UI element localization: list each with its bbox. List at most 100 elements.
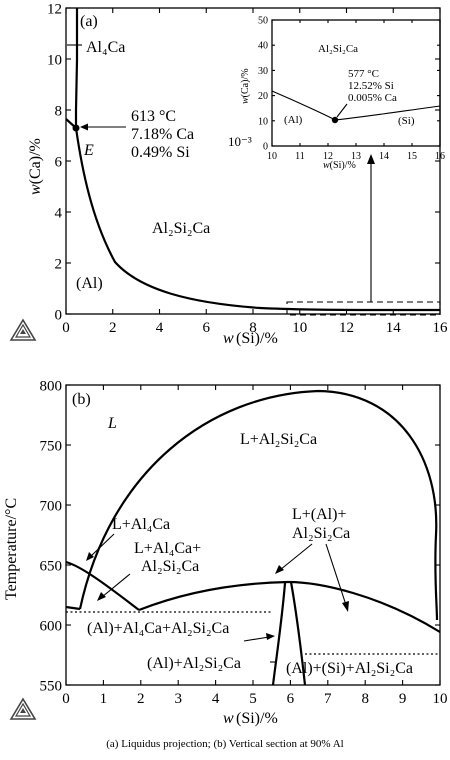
panel-a-y-ticks: 0 2 4 6 8 10 12 [47, 1, 440, 323]
panel-a-y-tick-label: 6 [55, 154, 63, 170]
inset-annot-leader [336, 103, 348, 118]
inset-ylabel: w(Ca)/% [240, 68, 251, 104]
region-l: L [107, 415, 117, 432]
label-point-e: E [83, 142, 94, 159]
inset-y-tick-label: 30 [258, 66, 268, 77]
region-l-al4ca-al2si2ca-1: L+Al₄Ca+ [134, 540, 201, 557]
panel-b-x-tick-label: 3 [174, 691, 182, 707]
panel-b-y-tick-label: 650 [40, 558, 63, 574]
liquidus-dome-curve [78, 389, 439, 621]
panel-b-x-tick-label: 6 [287, 691, 295, 707]
region-l-al4ca-al2si2ca-2: Al₂Si₂Ca [141, 558, 199, 575]
panel-a-tag: (a) [80, 13, 98, 30]
inset-ylabel-rest: (Ca)/% [240, 68, 251, 97]
inset-xlabel-var: w [323, 160, 330, 171]
al4ca-liquidus-curve [65, 560, 140, 611]
panel-a-y-tick-label: 10 [47, 52, 62, 68]
inset-label-al2si2ca: Al₂Si₂Ca [318, 43, 358, 55]
panel-a-ylabel-rest: (Ca)/% [27, 138, 44, 184]
panel-a-x-tick-label: 4 [156, 320, 164, 336]
region-al-si-al2si2ca: (Al)+(Si)+Al₂Si₂Ca [286, 660, 413, 677]
panel-a-xlabel-var: w [223, 330, 234, 347]
al-al2si2ca-boundary-curve [74, 127, 440, 312]
panel-a-y-tick-label: 2 [55, 256, 63, 272]
panel-b-x-tick-label: 10 [433, 691, 448, 707]
inset-x-tick-label: 16 [435, 151, 445, 162]
annot-arrowhead-a [80, 123, 88, 131]
annot-si-a: 0.49% Si [131, 144, 190, 161]
inset-y-tick-label: 10 [258, 116, 268, 127]
scale-note: 10⁻³ [228, 134, 252, 149]
panel-a-xlabel-rest: (Si)/% [236, 330, 278, 347]
inset-eutectic-point [331, 116, 339, 124]
panel-b-y-tick-label: 600 [40, 618, 63, 634]
panel-a-ylabel-var: w [27, 184, 44, 195]
region-al-al4ca-al2si2ca: (Al)+Al₄Ca+Al₂Si₂Ca [87, 620, 229, 637]
zoom-region-box [286, 301, 441, 316]
annot-temp-a: 613 °C [131, 108, 176, 125]
panel-b-x-tick-label: 4 [212, 691, 220, 707]
panel-a-x-tick-label: 8 [249, 320, 257, 336]
panel-b-y-tick-label: 700 [40, 498, 63, 514]
inset-y-tick-label: 0 [263, 142, 268, 153]
panel-a-x-tick-label: 0 [62, 320, 70, 336]
panel-a-x-tick-label: 14 [386, 320, 402, 336]
region-l-al-al2si2ca-2: Al₂Si₂Ca [292, 525, 350, 542]
panel-a-x-tick-label: 2 [109, 320, 117, 336]
inset-y-tick-label: 50 [258, 16, 268, 27]
inset-y-ticks: 0 10 20 30 40 50 [258, 16, 440, 153]
zoom-arrowhead [367, 154, 375, 164]
panel-b-x-tick-label: 0 [62, 691, 70, 707]
inset-x-tick-label: 15 [407, 151, 417, 162]
left-solvus-curve [65, 605, 81, 611]
panel-b-x-tick-label: 7 [324, 691, 332, 707]
region-l-al-al2si2ca-1: L+(Al)+ [292, 506, 346, 523]
panel-a-x-tick-label: 6 [203, 320, 211, 336]
inset-annot-si: 12.52% Si [348, 80, 394, 92]
inset-label-al: (Al) [284, 114, 303, 126]
inset-x-tick-label: 10 [267, 151, 277, 162]
thermocalc-logo-a [9, 318, 37, 341]
inset-y-tick-label: 20 [258, 91, 268, 102]
panel-a-y-tick-label: 0 [55, 307, 63, 323]
panel-b: 0 1 2 3 4 5 6 7 8 9 10 550 600 650 700 750 800 (b) L L+… [3, 378, 448, 727]
panel-b-y-tick-label: 750 [40, 438, 63, 454]
panel-b-xlabel-rest: (Si)/% [236, 710, 278, 727]
label-al: (Al) [76, 275, 103, 292]
panel-b-y-tick-label: 550 [40, 678, 63, 694]
inset-xlabel-rest: (Si)/% [330, 160, 356, 171]
inset-x-tick-label: 14 [379, 151, 389, 162]
inset-annot-ca: 0.005% Ca [348, 92, 397, 104]
inset-annot-temp: 577 °C [348, 68, 379, 80]
label-al2si2ca: Al₂Si₂Ca [152, 220, 210, 237]
panel-a-y-tick-label: 8 [55, 103, 63, 119]
inset-label-si: (Si) [398, 115, 415, 127]
panel-b-x-tick-label: 5 [249, 691, 257, 707]
panel-b-x-tick-label: 2 [137, 691, 145, 707]
annotation-arrows [86, 533, 349, 663]
panel-a-y-tick-label: 4 [55, 205, 63, 221]
panel-b-y-tick-label: 800 [40, 378, 63, 394]
inset-x-tick-label: 12 [323, 151, 333, 162]
inset-y-tick-label: 40 [258, 41, 268, 52]
figure-caption: (a) Liquidus projection; (b) Vertical se… [106, 738, 344, 750]
thermocalc-logo-b [9, 697, 37, 720]
panel-b-x-ticks: 0 1 2 3 4 5 6 7 8 9 10 [62, 385, 448, 707]
panel-a-x-tick-label: 12 [339, 320, 354, 336]
inset-ylabel-var: w [240, 97, 251, 104]
eutectic-point-e [72, 124, 80, 132]
panel-a-y-tick-label: 12 [47, 1, 62, 17]
panel-b-xlabel-var: w [223, 710, 234, 727]
panel-a-x-tick-label: 10 [292, 320, 307, 336]
inset-x-tick-label: 11 [295, 151, 305, 162]
panel-b-x-tick-label: 9 [399, 691, 407, 707]
label-al4ca: Al₄Ca [86, 39, 125, 56]
al4ca-boundary-curve [74, 8, 79, 128]
panel-a: 0 2 4 6 8 10 12 14 16 0 2 4 6 8 10 12 (a) Al₄Ca Al₂Si₂… [9, 1, 448, 347]
region-l-al4ca: L+Al₄Ca [112, 516, 170, 533]
panel-b-x-tick-label: 8 [361, 691, 369, 707]
region-al-al2si2ca: (Al)+Al₂Si₂Ca [147, 655, 241, 672]
inset-x-tick-label: 13 [351, 151, 361, 162]
region-l-al2si2ca: L+Al₂Si₂Ca [240, 431, 317, 448]
